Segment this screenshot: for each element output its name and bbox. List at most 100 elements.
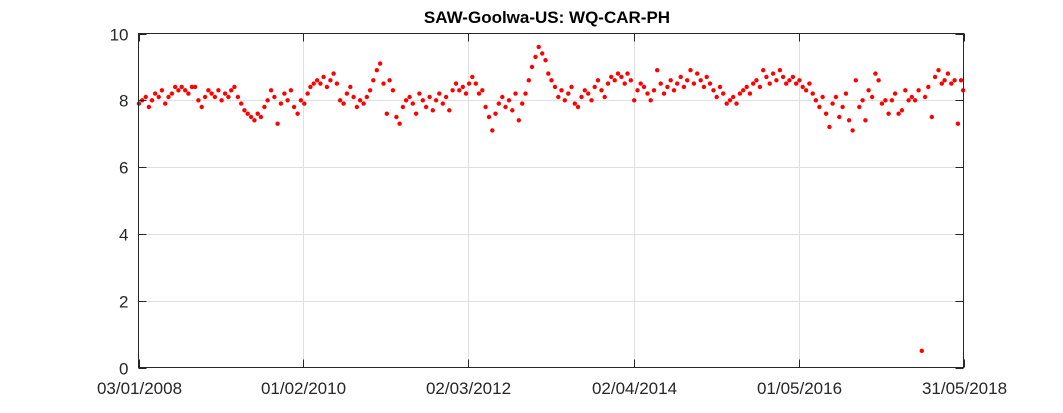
data-point [955,121,961,126]
data-point [675,81,680,86]
data-point [258,114,264,120]
data-point [820,94,825,100]
data-point [734,101,739,106]
data-point [566,91,571,96]
data-point [476,91,482,96]
data-point [268,88,274,93]
data-point [374,68,379,73]
x-tick-label: 02/04/2014 [592,379,677,398]
data-point [460,84,465,90]
data-point [166,94,171,100]
data-point [377,61,383,66]
data-point [549,78,554,83]
data-point [506,98,512,103]
data-point [536,44,541,50]
data-point [291,104,297,110]
data-point [219,98,224,103]
data-point [632,98,637,103]
data-point [866,88,871,93]
data-point [780,74,786,80]
data-point [410,101,415,106]
data-point [958,78,964,83]
data-point [909,94,914,100]
data-point [817,104,822,110]
data-point [239,101,244,106]
data-point [344,91,350,96]
data-point [582,88,587,93]
data-point [648,98,653,103]
data-point [919,348,924,353]
data-point [876,78,881,83]
data-point [727,98,733,103]
data-point [731,94,736,100]
data-point [724,101,729,106]
data-point [810,91,815,96]
data-point [721,91,726,96]
data-point [242,108,247,113]
data-point [651,88,657,93]
data-point [486,114,492,120]
data-point [440,101,445,106]
data-point [341,101,346,106]
data-point [926,84,931,90]
y-tick-labels: 0 2 4 6 8 10 [110,26,129,379]
data-point [595,78,601,83]
data-point [417,91,422,96]
data-point [635,88,640,93]
x-tick-labels: 03/01/2008 01/02/2010 02/03/2012 02/04/2014… [97,379,1007,398]
data-point [701,84,707,90]
data-point [533,54,538,60]
data-point [331,71,336,76]
data-point [146,104,152,110]
data-point [546,71,551,76]
data-point [813,98,819,103]
data-point [384,111,389,116]
data-point [173,84,178,90]
data-point [153,91,158,96]
data-point [520,101,525,106]
data-point [869,94,875,100]
data-point [192,84,198,90]
data-point [387,78,392,83]
data-point [589,98,594,103]
data-point [437,91,442,96]
data-point [612,78,617,83]
chart-title: SAW-Goolwa-US: WQ-CAR-PH [424,8,670,27]
data-point [364,94,369,100]
data-point [394,114,399,120]
data-point [354,104,360,110]
data-point [433,98,439,103]
data-point [337,98,343,103]
data-point [466,81,472,86]
data-point [457,88,462,93]
data-point [767,81,772,86]
data-point [500,94,505,100]
data-point [430,108,435,113]
data-point [707,81,713,86]
data-point [830,101,835,106]
data-point [480,88,485,93]
data-point [827,124,832,130]
data-point [559,88,564,93]
data-point [681,84,687,90]
data-point [463,91,469,96]
data-point [245,111,250,116]
data-point [655,68,660,73]
data-point [298,98,304,103]
data-point [695,71,700,76]
data-point [351,94,356,100]
data-point [282,91,287,96]
data-point [490,128,495,133]
x-tick-label: 03/01/2008 [97,379,182,398]
data-point [803,88,809,93]
data-point [543,58,548,63]
data-point [840,104,845,110]
data-point [229,88,234,93]
data-point [183,88,188,93]
data-point [846,118,852,123]
data-point [321,74,326,80]
data-point [149,98,155,103]
data-point [622,81,627,86]
data-point [691,81,697,86]
